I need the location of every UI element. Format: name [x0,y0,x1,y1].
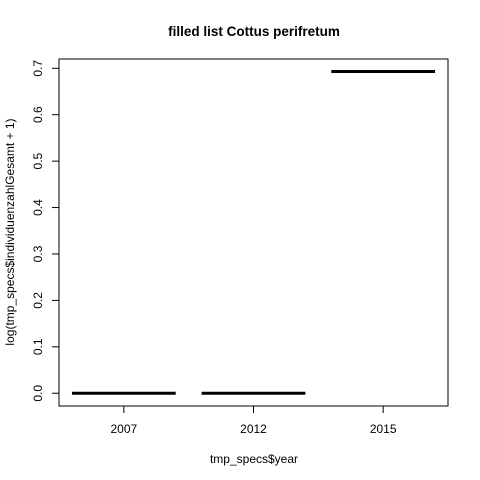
y-tick-label: 0.4 [31,199,45,216]
y-axis: 0.0 0.1 0.2 0.3 0.4 0.5 0.6 0.7 [31,60,59,402]
y-tick-label: 0.3 [31,245,45,262]
chart-title: filled list Cottus perifretum [168,24,340,39]
y-axis-label: log(tmp_specs$individuenzahlGesamt + 1) [3,118,17,345]
x-axis-label: tmp_specs$year [210,452,298,466]
x-tick-label: 2007 [110,422,137,436]
y-tick-label: 0.7 [31,60,45,77]
x-tick-label: 2012 [240,422,267,436]
y-tick-label: 0.6 [31,106,45,123]
y-tick-label: 0.0 [31,385,45,402]
x-axis: 2007 2012 2015 [110,406,397,436]
y-tick-label: 0.1 [31,338,45,355]
plot-frame [58,58,449,407]
data-marks [71,70,436,395]
y-tick-label: 0.2 [31,292,45,309]
y-tick-label: 0.5 [31,152,45,169]
x-tick-label: 2015 [370,422,397,436]
